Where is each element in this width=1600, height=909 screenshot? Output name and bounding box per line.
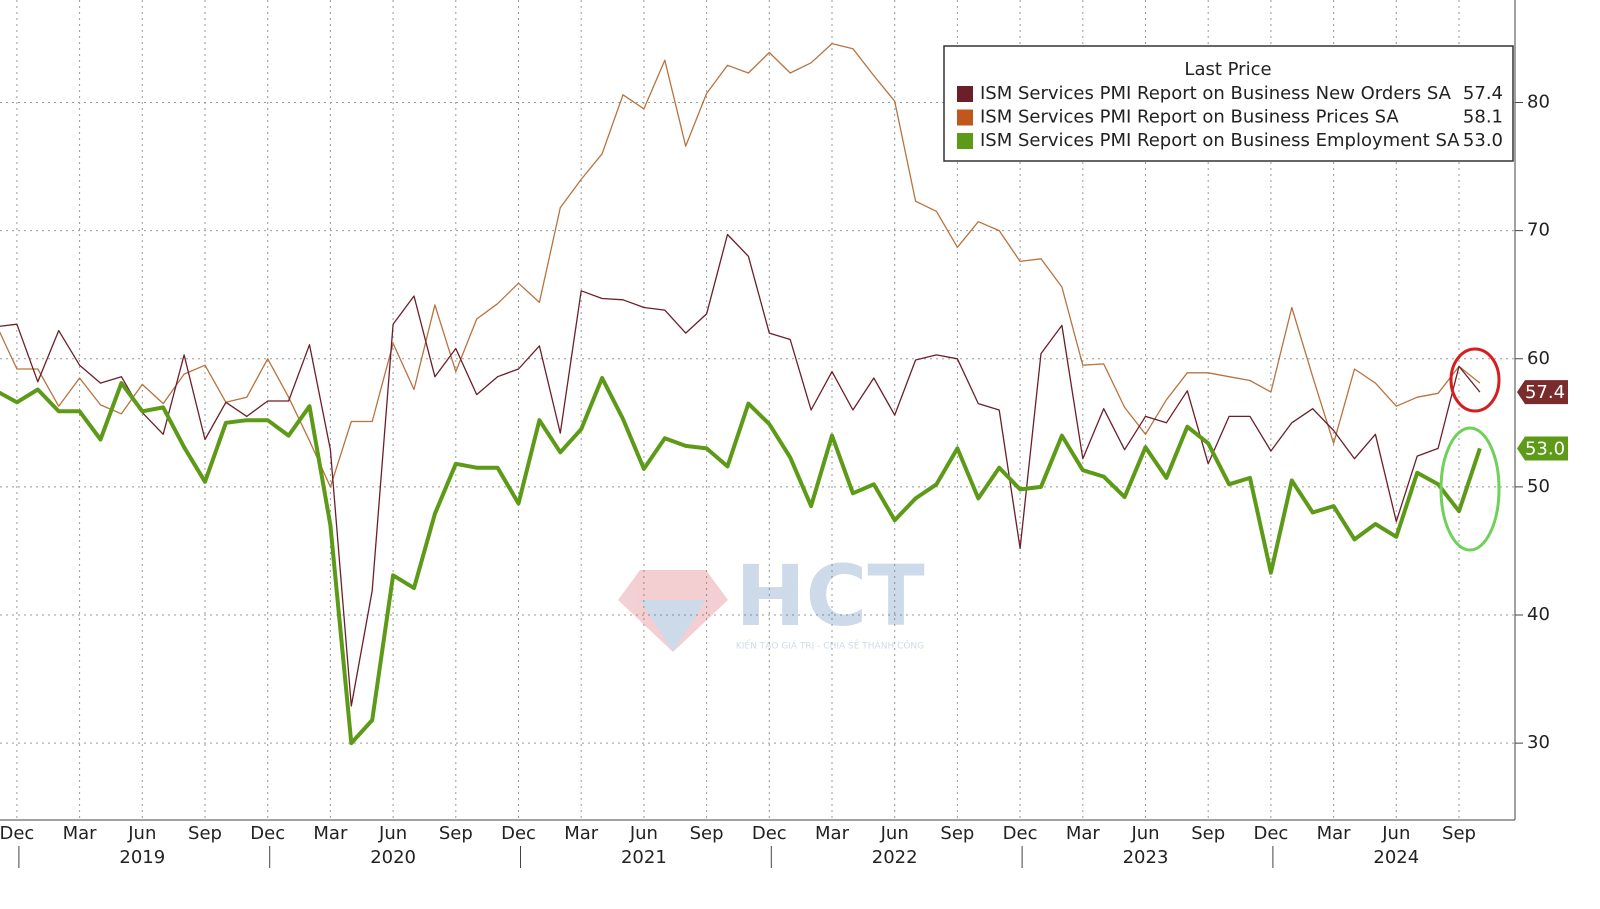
- price-tag: [1517, 436, 1568, 461]
- watermark: HCT KIẾN TẠO GIÁ TRỊ - CHIA SẺ THÀNH CÔN…: [618, 547, 925, 652]
- year-label: 2022: [872, 847, 918, 868]
- legend-title: Last Price: [1184, 59, 1271, 80]
- x-tick-label: Dec: [250, 823, 285, 844]
- x-tick-label: Sep: [690, 823, 724, 844]
- x-tick-label: Jun: [880, 823, 909, 844]
- legend-label: ISM Services PMI Report on Business New …: [980, 83, 1452, 104]
- price-tag-label: 53.0: [1525, 438, 1565, 459]
- x-tick-label: Dec: [0, 823, 34, 844]
- series-line: [0, 376, 1482, 746]
- highlight-circle: [1449, 347, 1501, 413]
- watermark-logo: [640, 600, 706, 652]
- legend-swatch: [957, 133, 973, 149]
- year-label: 2023: [1123, 847, 1169, 868]
- year-label: 2021: [621, 847, 667, 868]
- legend-value: 58.1: [1463, 107, 1503, 128]
- x-tick-label: Sep: [940, 823, 974, 844]
- y-tick-label: 30: [1527, 732, 1550, 753]
- x-tick-label: Sep: [1442, 823, 1476, 844]
- year-label: 2020: [370, 847, 416, 868]
- y-tick-label: 80: [1527, 92, 1550, 113]
- watermark-logo: [618, 570, 728, 652]
- y-tick-label: 50: [1527, 476, 1550, 497]
- y-tick-label: 40: [1527, 604, 1550, 625]
- price-tag-label: 57.4: [1525, 382, 1565, 403]
- legend-swatch: [957, 109, 973, 126]
- y-tick-label: 60: [1527, 348, 1550, 369]
- year-label: 2019: [119, 847, 165, 868]
- legend-value: 57.4: [1463, 83, 1503, 104]
- x-tick-label: Mar: [1317, 823, 1352, 844]
- x-tick-label: Dec: [1253, 823, 1288, 844]
- x-tick-label: Mar: [63, 823, 98, 844]
- x-tick-label: Sep: [439, 823, 473, 844]
- legend-box: [943, 45, 1514, 162]
- watermark-tagline: KIẾN TẠO GIÁ TRỊ - CHIA SẺ THÀNH CÔNG: [736, 640, 924, 652]
- watermark-text: HCT: [735, 547, 924, 645]
- legend-swatch: [957, 86, 973, 102]
- x-tick-label: Mar: [815, 823, 850, 844]
- legend-label: ISM Services PMI Report on Business Empl…: [980, 130, 1460, 151]
- x-tick-label: Mar: [1066, 823, 1101, 844]
- year-label: 2024: [1373, 847, 1419, 868]
- x-tick-label: Dec: [1003, 823, 1038, 844]
- x-tick-label: Jun: [1381, 823, 1410, 844]
- legend-value: 53.0: [1463, 130, 1503, 151]
- x-tick-label: Jun: [629, 823, 658, 844]
- x-tick-label: Jun: [378, 823, 407, 844]
- x-tick-label: Sep: [188, 823, 222, 844]
- x-tick-label: Mar: [313, 823, 348, 844]
- x-tick-label: Dec: [752, 823, 787, 844]
- series-line: [0, 42, 1481, 488]
- legend-label: ISM Services PMI Report on Business Pric…: [980, 107, 1399, 128]
- plot: [0, 42, 1482, 746]
- price-tag: [1517, 380, 1568, 405]
- x-tick-label: Jun: [127, 823, 156, 844]
- x-tick-label: Dec: [501, 823, 536, 844]
- highlight-circle: [1439, 426, 1501, 552]
- x-tick-label: Sep: [1191, 823, 1225, 844]
- x-tick-label: Mar: [564, 823, 599, 844]
- y-tick-label: 70: [1527, 220, 1550, 241]
- x-tick-label: Jun: [1130, 823, 1159, 844]
- series-line: [0, 233, 1481, 707]
- legend: Last Price ISM Services PMI Report on Bu…: [943, 45, 1514, 162]
